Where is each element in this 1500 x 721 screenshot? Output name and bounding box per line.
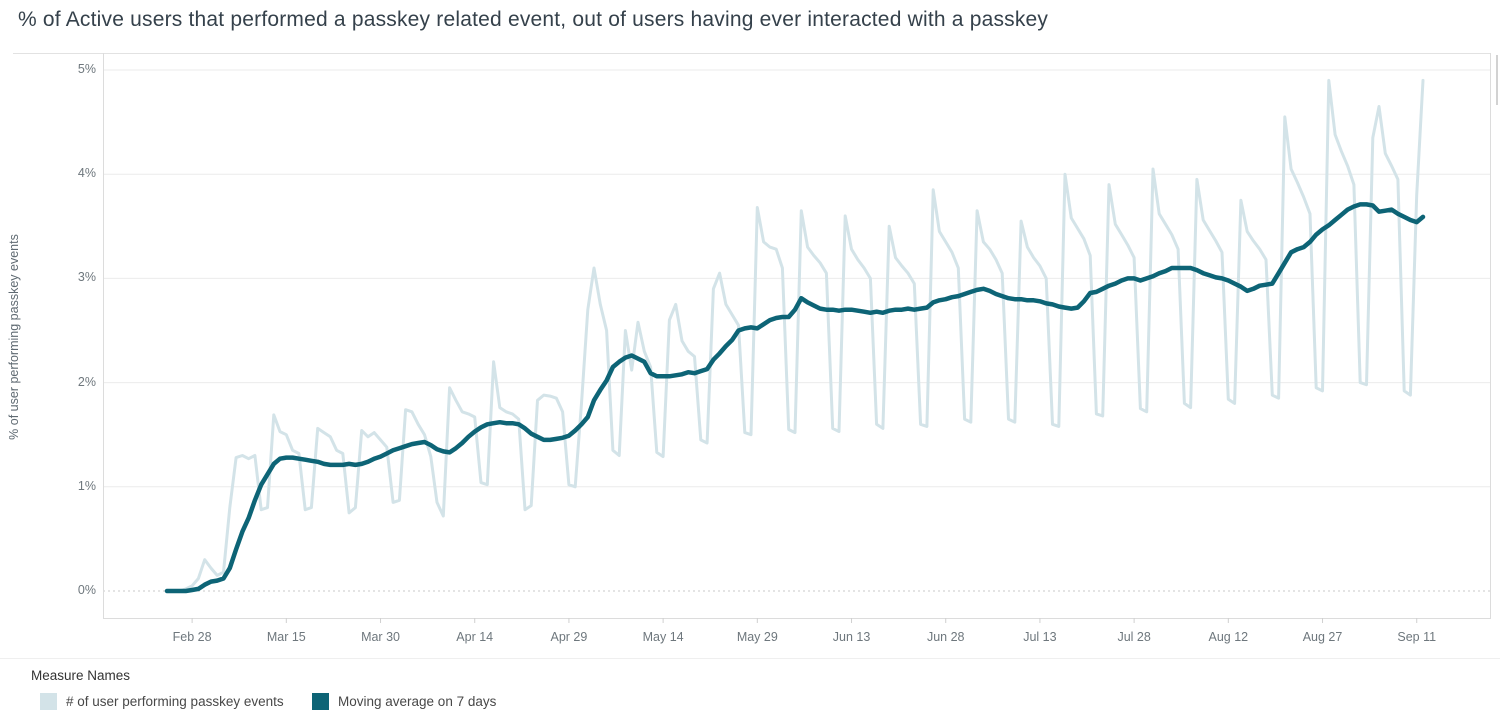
x-axis-tick-label: May 14 — [643, 630, 684, 644]
chart-title: % of Active users that performed a passk… — [18, 8, 1049, 31]
legend: Measure Names # of user performing passk… — [0, 660, 1500, 721]
legend-item-label: Moving average on 7 days — [338, 694, 497, 709]
x-axis-tick-label: Aug 12 — [1209, 630, 1249, 644]
x-axis-tick-label: Sep 11 — [1397, 630, 1436, 644]
scrollbar-thumb[interactable] — [1496, 55, 1498, 105]
legend-item-label: # of user performing passkey events — [66, 694, 284, 709]
y-axis-tick-label: 0% — [77, 583, 96, 597]
legend-separator — [0, 658, 1500, 659]
y-axis-title: % of user performing passkey events — [7, 234, 21, 440]
y-axis-tick-label: 5% — [77, 62, 96, 76]
x-axis-tick-label: Feb 28 — [173, 630, 212, 644]
x-axis-tick-label: Mar 15 — [267, 630, 306, 644]
x-axis-tick-label: Apr 29 — [550, 630, 587, 644]
x-axis-tick-label: Jul 13 — [1023, 630, 1056, 644]
moving-average-line[interactable] — [164, 202, 1426, 594]
worksheet-top-border — [13, 53, 1491, 54]
x-axis-tick-label: May 29 — [737, 630, 778, 644]
chart-plot-area[interactable]: Feb 28 Mar 15 Mar 30 Apr 14 Apr 29 May 14 May … — [103, 53, 1491, 648]
x-axis-tick-label: Jul 28 — [1117, 630, 1150, 644]
x-axis-tick-label: Mar 30 — [361, 630, 400, 644]
y-axis-tick-label: 1% — [77, 478, 96, 493]
y-axis-tick-label: 2% — [77, 374, 96, 389]
plot-area-wrapper: Feb 28 Mar 15 Mar 30 Apr 14 Apr 29 May 14 May … — [103, 53, 1491, 648]
x-axis-tick-label: Jun 28 — [927, 630, 965, 644]
moving-average-swatch — [312, 693, 329, 710]
legend-title: Measure Names — [31, 668, 131, 683]
x-axis-tick-label: Jun 13 — [833, 630, 871, 644]
x-axis-tick-label: Aug 27 — [1303, 630, 1343, 644]
x-axis-tick-label: Apr 14 — [456, 630, 493, 644]
daily-series-line[interactable] — [165, 78, 1425, 593]
y-axis-tick-label: 4% — [77, 166, 96, 181]
daily-series-swatch — [40, 693, 57, 710]
y-axis-tick-label: 3% — [77, 270, 96, 285]
